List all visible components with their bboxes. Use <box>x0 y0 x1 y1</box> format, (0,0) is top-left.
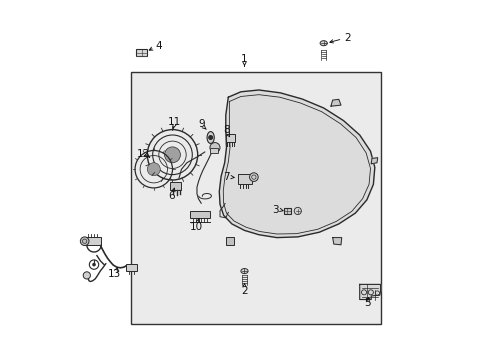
Ellipse shape <box>206 132 214 143</box>
Ellipse shape <box>320 41 326 46</box>
Bar <box>136 49 146 56</box>
Text: 7: 7 <box>223 172 229 182</box>
Circle shape <box>147 163 160 176</box>
Text: 2: 2 <box>343 33 350 43</box>
Text: 13: 13 <box>107 269 121 279</box>
Bar <box>225 134 235 142</box>
Text: 12: 12 <box>136 149 149 159</box>
Circle shape <box>164 147 180 163</box>
Text: 4: 4 <box>155 41 162 51</box>
Bar <box>190 211 210 218</box>
Polygon shape <box>332 238 341 245</box>
Circle shape <box>249 173 258 181</box>
Bar <box>170 182 181 190</box>
Text: 10: 10 <box>189 222 203 232</box>
Bar <box>210 148 218 153</box>
Bar <box>86 237 101 245</box>
Text: 6: 6 <box>168 191 175 201</box>
Text: 1: 1 <box>241 54 247 64</box>
Text: 2: 2 <box>241 286 247 296</box>
Bar <box>126 264 137 271</box>
Bar <box>238 174 251 184</box>
Polygon shape <box>219 90 374 238</box>
Polygon shape <box>330 99 340 106</box>
Circle shape <box>294 207 301 215</box>
Text: 5: 5 <box>364 298 370 308</box>
Polygon shape <box>370 158 377 164</box>
Ellipse shape <box>241 269 247 274</box>
Bar <box>131 72 381 324</box>
Bar <box>284 208 290 214</box>
Text: 9: 9 <box>198 119 204 129</box>
Text: 11: 11 <box>168 117 181 127</box>
Circle shape <box>208 136 212 139</box>
Polygon shape <box>359 284 380 300</box>
Circle shape <box>209 143 220 153</box>
Circle shape <box>80 237 89 246</box>
Text: 8: 8 <box>223 125 229 135</box>
Circle shape <box>92 263 96 266</box>
Text: 3: 3 <box>272 204 278 215</box>
Circle shape <box>83 272 90 279</box>
Bar <box>225 237 233 245</box>
